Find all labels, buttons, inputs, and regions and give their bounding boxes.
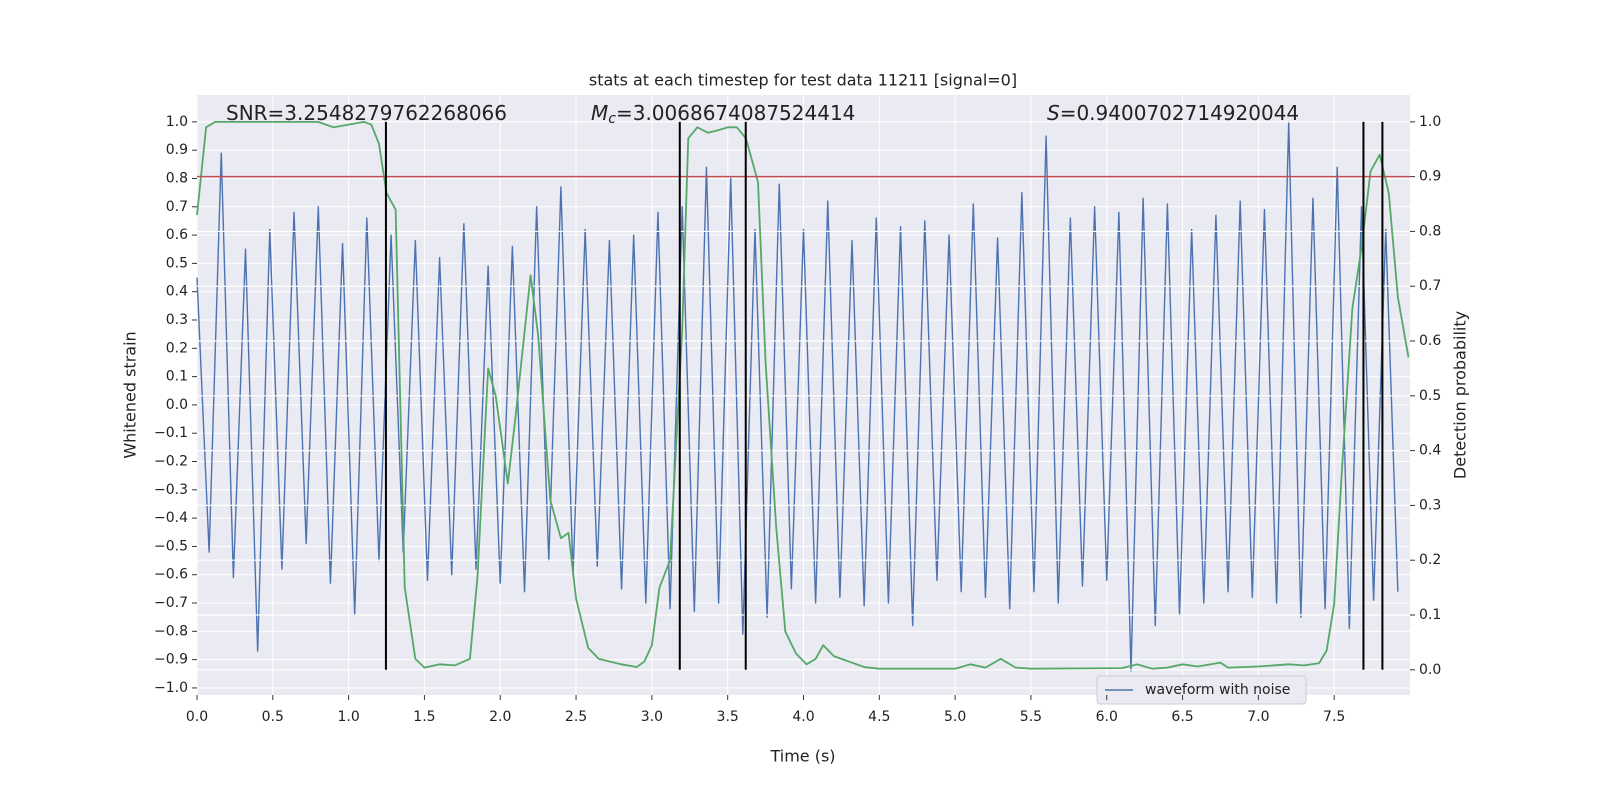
x-tick-label: 3.5 xyxy=(717,709,739,725)
grid-layer xyxy=(196,95,1410,695)
annotation-symbol: M xyxy=(591,101,608,125)
y-tick-label: −0.2 xyxy=(154,454,188,470)
annotation-symbol: S xyxy=(1047,101,1060,125)
annotation-subscript: c xyxy=(608,111,616,127)
y-tick-label: 0.7 xyxy=(166,199,188,215)
y-tick-label: 0.6 xyxy=(166,227,188,243)
y-axis-label: Whitened strain xyxy=(121,331,140,458)
y-tick-label: 0.9 xyxy=(166,142,188,158)
x-axis-label: Time (s) xyxy=(769,747,835,766)
y2-tick-label: 0.0 xyxy=(1419,662,1441,678)
y2-tick-label: 0.9 xyxy=(1419,169,1441,185)
y-tick-label: −0.9 xyxy=(154,652,188,668)
y2-tick-label: 0.3 xyxy=(1419,497,1441,513)
y-tick-label: −0.6 xyxy=(154,567,188,583)
y-tick-label: 0.1 xyxy=(166,369,188,385)
legend-label: waveform with noise xyxy=(1145,682,1290,698)
y-tick-label: 0.5 xyxy=(166,255,188,271)
y2-tick-label: 0.4 xyxy=(1419,443,1441,459)
y2-tick-label: 0.6 xyxy=(1419,333,1441,349)
annotation: SNR=3.2548279762268066 xyxy=(226,101,507,125)
x-tick-label: 5.0 xyxy=(944,709,966,725)
legend-box xyxy=(1096,675,1307,705)
y2-tick-label: 0.1 xyxy=(1419,607,1441,623)
y2-tick-label: 1.0 xyxy=(1419,114,1441,130)
y2-axis-label: Detection probability xyxy=(1451,311,1470,479)
y-tick-label: 0.2 xyxy=(166,340,188,356)
y2-tick-label: 0.8 xyxy=(1419,223,1441,239)
annotation-text: =0.9400702714920044 xyxy=(1060,101,1299,125)
annotation-text: =3.0068674087524414 xyxy=(616,101,855,125)
x-tick-label: 0.0 xyxy=(186,709,208,725)
probability-line xyxy=(196,120,1410,670)
overlay-layer: SNR=3.2548279762268066 Mc=3.0068674087524… xyxy=(196,101,1410,705)
y-tick-label: −0.5 xyxy=(154,538,188,554)
waveform-line xyxy=(196,121,1399,672)
x-tick-label: 4.0 xyxy=(792,709,814,725)
y2-tick-label: 0.2 xyxy=(1419,552,1441,568)
x-tick-label: 1.5 xyxy=(413,709,435,725)
y-tick-label: 0.4 xyxy=(166,284,188,300)
y-tick-label: −1.0 xyxy=(154,680,188,696)
x-tick-label: 3.0 xyxy=(641,709,663,725)
y-tick-label: −0.1 xyxy=(154,425,188,441)
y-tick-label: 0.0 xyxy=(166,397,188,413)
y-tick-label: −0.3 xyxy=(154,482,188,498)
annotation: Mc=3.0068674087524414 xyxy=(591,101,855,128)
y-tick-label: 0.8 xyxy=(166,170,188,186)
x-tick-label: 6.0 xyxy=(1096,709,1118,725)
x-tick-label: 6.5 xyxy=(1171,709,1193,725)
x-tick-label: 7.0 xyxy=(1247,709,1269,725)
y-tick-label: −0.7 xyxy=(154,595,188,611)
series-layer xyxy=(196,121,1399,672)
y2-tick-label: 0.5 xyxy=(1419,388,1441,404)
annotation-text: SNR=3.2548279762268066 xyxy=(226,101,507,125)
x-tick-label: 2.0 xyxy=(489,709,511,725)
annotation: S=0.9400702714920044 xyxy=(1047,101,1299,125)
x-tick-label: 4.5 xyxy=(868,709,890,725)
y2-tick-label: 0.7 xyxy=(1419,278,1441,294)
x-tick-label: 7.5 xyxy=(1323,709,1345,725)
x-tick-label: 0.5 xyxy=(262,709,284,725)
y-tick-label: −0.8 xyxy=(154,623,188,639)
x-tick-label: 2.5 xyxy=(565,709,587,725)
x-tick-label: 5.5 xyxy=(1020,709,1042,725)
y-tick-label: −0.4 xyxy=(154,510,188,526)
y-tick-label: 0.3 xyxy=(166,312,188,328)
chart-title: stats at each timestep for test data 112… xyxy=(589,71,1017,90)
y-tick-label: 1.0 xyxy=(166,114,188,130)
x-tick-label: 1.0 xyxy=(337,709,359,725)
